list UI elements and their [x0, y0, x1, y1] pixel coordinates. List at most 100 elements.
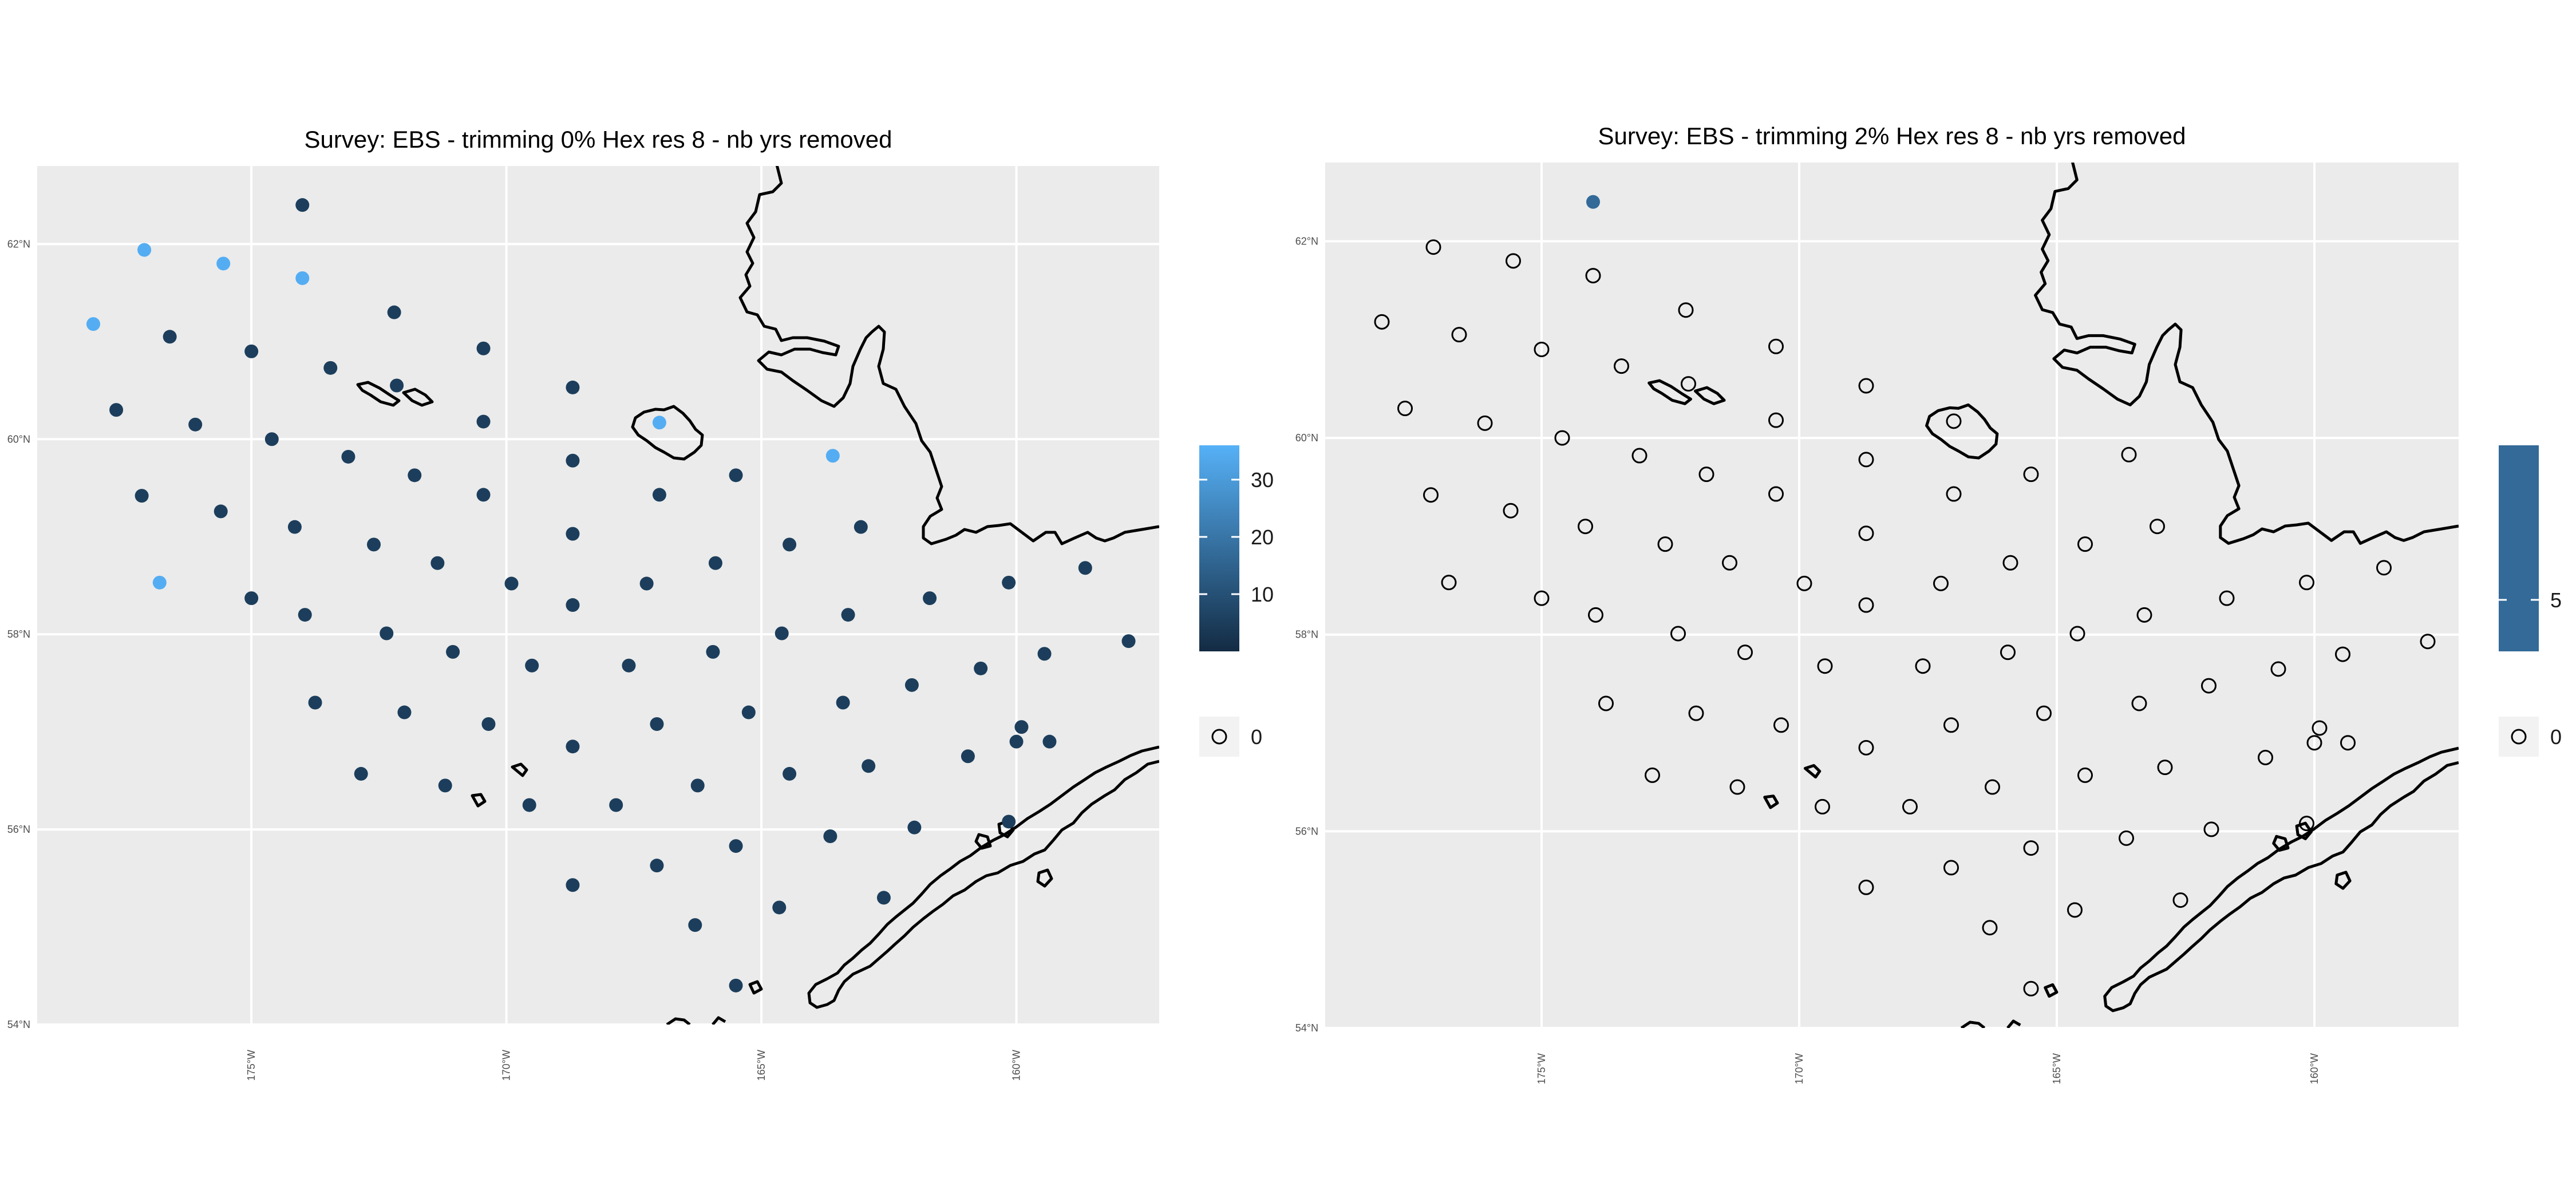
data-point	[706, 645, 720, 659]
data-point-zero	[1902, 798, 1918, 814]
data-point-zero	[2270, 661, 2286, 677]
data-point-zero	[2172, 892, 2188, 908]
data-point	[688, 918, 702, 932]
data-point	[1014, 720, 1029, 734]
y-tick-label: 56°N	[7, 824, 30, 835]
data-point-zero	[2258, 750, 2273, 765]
data-point	[783, 766, 797, 781]
data-point-zero	[1534, 341, 1550, 357]
coastline-path	[712, 1016, 726, 1025]
data-point	[823, 829, 837, 844]
data-point-zero	[1503, 503, 1519, 519]
coastline-path	[2295, 821, 2313, 840]
data-point-zero	[2036, 705, 2052, 721]
data-point	[522, 798, 536, 812]
panel-right-zero-key-box	[2499, 717, 2539, 757]
data-point	[481, 717, 496, 731]
data-point-zero	[1554, 430, 1570, 446]
data-point	[854, 520, 868, 534]
panel-right-title: Survey: EBS - trimming 2% Hex res 8 - nb…	[1598, 122, 2186, 149]
panel-left-colorbar-ticks: 10 20 30	[1199, 468, 1274, 606]
data-point-zero	[1678, 302, 1694, 318]
y-tick-label: 54°N	[1295, 1022, 1318, 1034]
coastline-path	[1925, 403, 1999, 460]
x-tick-label: 160°W	[2309, 1053, 2320, 1084]
data-point	[438, 778, 452, 793]
data-point	[609, 798, 623, 812]
data-point-zero	[1858, 879, 1874, 895]
data-point	[1002, 814, 1016, 829]
panel-right-coastline	[1647, 163, 2459, 1028]
data-point-zero	[1598, 695, 1614, 711]
data-point	[1121, 634, 1136, 649]
panel-right-background	[1325, 163, 2459, 1028]
data-point-zero	[1425, 239, 1441, 255]
data-point	[825, 449, 840, 463]
data-point	[974, 661, 988, 675]
data-point-zero	[2069, 626, 2085, 642]
data-point	[504, 576, 519, 591]
data-point	[216, 256, 231, 271]
x-tick-label: 175°W	[246, 1050, 257, 1081]
x-tick-label: 175°W	[1536, 1053, 1547, 1084]
panel-left: Survey: EBS - trimming 0% Hex res 8 - nb…	[7, 126, 1274, 1081]
data-point	[772, 900, 787, 915]
panel-left-colorbar	[1199, 445, 1239, 651]
data-point-zero	[1737, 645, 1753, 661]
data-point	[295, 271, 310, 286]
panel-left-y-ticks: 54°N 56°N 58°N 60°N 62°N	[7, 238, 30, 1030]
data-point	[841, 608, 855, 622]
data-point-zero	[1817, 658, 1833, 674]
data-point-zero	[1631, 448, 1647, 464]
x-tick-label: 160°W	[1011, 1050, 1022, 1081]
y-tick-label: 58°N	[7, 628, 30, 640]
data-point	[295, 198, 310, 212]
data-point	[923, 591, 937, 606]
coastline-path	[631, 405, 704, 461]
data-point	[566, 740, 580, 754]
coastline-path	[2044, 983, 2059, 998]
coastline-path	[2334, 871, 2352, 890]
data-point-zero	[2067, 902, 2083, 918]
coastline-path	[666, 1017, 691, 1025]
coastline-path	[738, 166, 1159, 545]
data-point-zero	[2340, 735, 2356, 751]
panel-right-points	[1374, 195, 2436, 997]
data-point-zero	[1645, 767, 1660, 783]
data-point	[639, 576, 654, 591]
data-point-zero	[1729, 779, 1745, 795]
data-point-zero	[1768, 338, 1784, 354]
data-point-zero	[2136, 607, 2152, 623]
panel-left-zero-key-symbol	[1211, 729, 1227, 745]
panel-right-colorbar	[2499, 445, 2539, 651]
coastline-path	[807, 745, 1159, 1009]
data-point	[836, 695, 850, 710]
data-point-zero	[1588, 607, 1603, 623]
data-point-zero	[2002, 555, 2018, 571]
data-point-zero	[2335, 646, 2350, 662]
data-point	[287, 520, 302, 534]
data-point	[109, 403, 124, 417]
data-point	[380, 626, 394, 640]
data-point-zero	[1858, 452, 1874, 468]
data-point	[729, 978, 743, 993]
data-point-zero	[2077, 767, 2093, 783]
data-point-zero	[1858, 597, 1874, 613]
data-point-zero	[1985, 779, 2000, 795]
coastline-path	[1763, 794, 1779, 809]
data-point	[1078, 561, 1092, 575]
data-point-zero	[1858, 740, 1874, 756]
data-point-zero	[1858, 378, 1874, 394]
data-point	[367, 537, 381, 552]
coastline-path	[1647, 379, 1692, 405]
data-point-zero	[1451, 327, 1467, 343]
data-point-zero	[2299, 575, 2314, 591]
data-point-zero	[2306, 735, 2322, 751]
panel-left-background	[37, 166, 1159, 1025]
coastline-path	[1803, 764, 1822, 779]
y-tick-label: 60°N	[1295, 432, 1318, 444]
coastline-path	[748, 980, 763, 995]
data-point-zero	[2157, 760, 2173, 776]
data-point	[476, 341, 491, 355]
